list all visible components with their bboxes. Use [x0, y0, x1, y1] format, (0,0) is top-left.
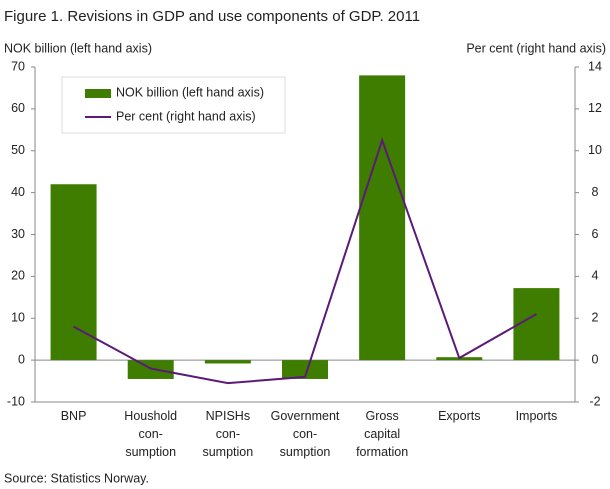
y-axis-label: NOK billion (left hand axis): [4, 41, 152, 55]
chart-title: Figure 1. Revisions in GDP and use compo…: [4, 8, 420, 25]
x-tick-label: BNP: [61, 409, 87, 423]
legend-label: NOK billion (left hand axis): [116, 85, 264, 99]
x-tick-label-line: sumption: [125, 445, 176, 459]
y-tick-label: 20: [11, 269, 25, 283]
y-tick-label: -10: [7, 394, 25, 408]
legend-label: Per cent (right hand axis): [116, 109, 256, 123]
y-tick-label: 30: [11, 227, 25, 241]
y2-tick-label: 4: [592, 269, 599, 283]
y2-tick-label: 12: [588, 101, 602, 115]
bar: [359, 75, 406, 361]
x-tick-label: Government con-sumption: [271, 409, 340, 459]
bar: [282, 360, 328, 379]
source: Source: Statistics Norway.: [4, 471, 149, 485]
x-tick-label: Gross capital formation: [356, 409, 408, 459]
x-tick-label-line: sumption: [280, 445, 331, 459]
x-tick-label: Exports: [438, 409, 480, 423]
x-tick-label: Imports: [516, 409, 558, 423]
y2-tick-label: 14: [588, 59, 602, 73]
legend-swatch: [85, 89, 111, 98]
x-tick-label-line: Houshold: [124, 409, 177, 423]
y2-tick-label: 6: [592, 227, 599, 241]
y2-tick-label: 0: [592, 352, 599, 366]
x-tick-label-line: con-: [293, 427, 317, 441]
x-tick-label-line: Exports: [438, 409, 480, 423]
x-tick-label-line: formation: [356, 445, 408, 459]
y-tick-label: 40: [11, 185, 25, 199]
x-tick-label: Houshold con-sumption: [124, 409, 177, 459]
x-tick-label-line: Government: [271, 409, 340, 423]
bar: [50, 184, 97, 361]
y-tick-label: 0: [18, 352, 25, 366]
x-tick-label-line: Imports: [516, 409, 558, 423]
bar: [204, 360, 251, 364]
y2-tick-label: -2: [589, 394, 600, 408]
x-tick-label-line: con-: [139, 427, 163, 441]
x-tick-label-line: NPISHs: [206, 409, 250, 423]
x-tick-label-line: capital: [364, 427, 400, 441]
y2-tick-label: 10: [588, 143, 602, 157]
y2-tick-label: 8: [592, 185, 599, 199]
legend-box: [61, 76, 286, 134]
x-tick-label: NPISHs con-sumption: [202, 409, 253, 459]
bar: [513, 288, 560, 361]
y2-axis-label: Per cent (right hand axis): [466, 41, 606, 55]
y-tick-label: 10: [11, 311, 25, 325]
bar: [127, 360, 174, 379]
y-tick-label: 70: [11, 59, 25, 73]
x-tick-label-line: con-: [216, 427, 240, 441]
x-tick-label-line: BNP: [61, 409, 87, 423]
y-tick-label: 60: [11, 101, 25, 115]
x-tick-label-line: sumption: [202, 445, 253, 459]
y-tick-label: 50: [11, 143, 25, 157]
x-tick-label-line: Gross: [365, 409, 398, 423]
y2-tick-label: 2: [592, 311, 599, 325]
line: [73, 137, 537, 385]
